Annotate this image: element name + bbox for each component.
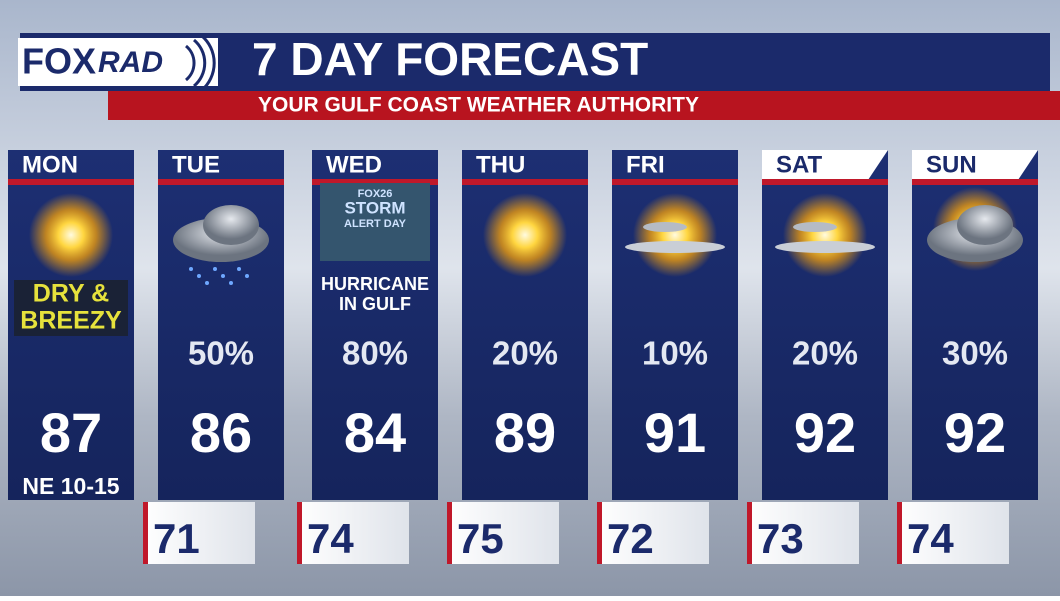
title: 7 DAY FORECAST — [252, 33, 648, 85]
low-temp: 75 — [457, 515, 504, 562]
badge-text: ALERT DAY — [344, 218, 407, 230]
day-stripe — [462, 179, 588, 185]
condition-text: IN GULF — [339, 294, 411, 314]
day-stripe — [158, 179, 284, 185]
high-temp: 92 — [944, 401, 1006, 464]
day-columns: MON DRY &BREEZY 87 NE 10-15 TUE 50% 86 WED FOX26… — [8, 150, 1038, 564]
rain-drop — [213, 267, 217, 271]
cloud-icon — [625, 241, 725, 253]
cloud-icon — [957, 205, 1013, 245]
cloud-icon — [775, 241, 875, 253]
logo-box — [18, 38, 218, 86]
rain-drop — [221, 274, 225, 278]
day-stripe — [612, 179, 738, 185]
day-stripe — [912, 179, 1038, 185]
day-tab — [762, 150, 888, 180]
badge-text: STORM — [344, 198, 405, 217]
day-name: THU — [476, 151, 525, 178]
wind: NE 10-15 — [22, 473, 119, 499]
day-stripe — [312, 179, 438, 185]
day-stripe — [8, 179, 134, 185]
logo-fox: FOX — [22, 41, 96, 82]
sun-icon — [29, 193, 113, 277]
rain-drop — [237, 267, 241, 271]
low-box — [297, 502, 409, 564]
condition-text: DRY & — [33, 280, 109, 308]
high-temp: 87 — [40, 401, 102, 464]
sun-icon — [783, 193, 867, 277]
high-temp: 86 — [190, 401, 252, 464]
low-box — [897, 502, 1009, 564]
badge-bg — [320, 183, 430, 261]
day-name: MON — [22, 151, 78, 178]
rain-drop — [245, 274, 249, 278]
rain-drop — [197, 274, 201, 278]
rain-drop — [189, 267, 193, 271]
low-box — [143, 502, 255, 564]
low-box — [747, 502, 859, 564]
precip-chance: 50% — [188, 335, 254, 372]
sun-icon — [483, 193, 567, 277]
low-temp: 74 — [907, 515, 954, 562]
rain-drop — [205, 281, 209, 285]
condition-text: HURRICANE — [321, 274, 429, 294]
condition-text: BREEZY — [20, 307, 122, 335]
day-name: WED — [326, 151, 382, 178]
low-stripe — [143, 502, 148, 564]
sun-icon — [633, 193, 717, 277]
condition-bg — [14, 280, 128, 336]
low-box — [597, 502, 709, 564]
low-stripe — [447, 502, 452, 564]
precip-chance: 10% — [642, 335, 708, 372]
low-temp: 74 — [307, 515, 354, 562]
cloud-icon — [643, 222, 687, 232]
day-name: FRI — [626, 151, 665, 178]
badge-text: FOX26 — [358, 188, 393, 200]
cloud-icon — [203, 205, 259, 245]
high-temp: 91 — [644, 401, 706, 464]
precip-chance: 30% — [942, 335, 1008, 372]
subtitle: YOUR GULF COAST WEATHER AUTHORITY — [258, 94, 699, 117]
low-box — [447, 502, 559, 564]
rain-drop — [229, 281, 233, 285]
day-name: SUN — [926, 151, 977, 178]
precip-chance: 80% — [342, 335, 408, 372]
low-temp: 72 — [607, 515, 654, 562]
logo-waves — [184, 34, 216, 92]
high-temp: 89 — [494, 401, 556, 464]
low-temp: 73 — [757, 515, 804, 562]
day-name: SAT — [776, 151, 823, 178]
day-stripe — [762, 179, 888, 185]
subtitle-bar — [108, 91, 1060, 120]
day-name: TUE — [172, 151, 220, 178]
low-stripe — [897, 502, 902, 564]
low-stripe — [747, 502, 752, 564]
day-tab — [912, 150, 1038, 180]
logo-rad: RAD — [98, 46, 163, 79]
low-stripe — [597, 502, 602, 564]
high-temp: 92 — [794, 401, 856, 464]
low-temp: 71 — [153, 515, 200, 562]
precip-chance: 20% — [492, 335, 558, 372]
low-stripe — [297, 502, 302, 564]
high-temp: 84 — [344, 401, 406, 464]
precip-chance: 20% — [792, 335, 858, 372]
cloud-icon — [793, 222, 837, 232]
